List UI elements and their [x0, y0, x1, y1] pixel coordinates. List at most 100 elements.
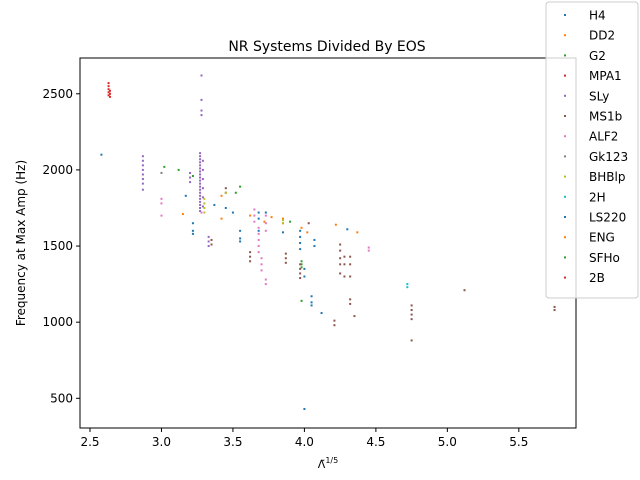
data-point — [141, 173, 144, 176]
data-point — [141, 182, 144, 185]
legend-label: DD2 — [589, 29, 615, 43]
data-point — [210, 243, 213, 246]
data-point — [107, 91, 110, 94]
legend-marker — [564, 74, 566, 77]
data-point — [356, 231, 359, 234]
data-point — [299, 267, 302, 270]
legend-item-Gk123: Gk123 — [564, 150, 628, 164]
data-point — [231, 211, 234, 214]
data-point — [260, 263, 263, 266]
data-point — [199, 164, 202, 167]
data-point — [310, 295, 313, 298]
legend-marker — [564, 216, 566, 218]
data-point — [289, 220, 292, 223]
legend-marker — [564, 256, 566, 259]
data-point — [253, 220, 256, 223]
legend-marker — [564, 135, 566, 138]
legend-item-BHBlp: BHBlp — [564, 170, 625, 184]
data-point — [201, 178, 204, 181]
data-point — [199, 194, 202, 197]
series-BHBlp — [203, 191, 284, 225]
data-point — [224, 191, 227, 194]
data-point — [181, 213, 184, 216]
data-point — [264, 211, 267, 214]
data-point — [299, 272, 302, 275]
data-point — [300, 266, 303, 269]
data-point — [249, 260, 252, 263]
data-point — [406, 283, 409, 286]
data-point — [107, 82, 110, 85]
legend-marker — [564, 195, 566, 198]
data-point — [199, 197, 202, 200]
data-point — [220, 217, 223, 220]
data-point — [353, 315, 356, 318]
data-point — [320, 312, 323, 315]
data-point — [281, 222, 284, 225]
data-point — [109, 92, 112, 95]
data-point — [201, 168, 204, 171]
series-2H — [406, 283, 409, 289]
x-axis-label-exponent: 1/5 — [325, 456, 338, 465]
data-point — [346, 228, 349, 231]
data-point — [239, 240, 242, 243]
data-point — [200, 211, 203, 214]
data-point — [200, 109, 203, 112]
data-point — [199, 170, 202, 173]
data-point — [299, 229, 302, 232]
data-point — [313, 238, 316, 241]
x-axis-label: Λ̃1/5 — [318, 456, 338, 471]
legend-label: 2H — [589, 190, 606, 204]
legend-label: Gk123 — [589, 150, 628, 164]
data-point — [257, 245, 260, 248]
series-MPA1 — [107, 82, 110, 97]
data-point — [199, 188, 202, 191]
data-point — [109, 95, 112, 98]
data-point — [199, 206, 202, 209]
legend-item-SFHo: SFHo — [564, 251, 620, 265]
data-point — [343, 255, 346, 258]
data-point — [191, 229, 194, 232]
data-point — [160, 197, 163, 200]
data-point — [199, 182, 202, 185]
data-point — [406, 286, 409, 289]
legend-label: LS220 — [589, 211, 626, 225]
data-point — [107, 85, 110, 88]
data-point — [367, 246, 370, 249]
data-point — [201, 159, 204, 162]
legend-item-ENG: ENG — [564, 231, 615, 245]
data-point — [191, 232, 194, 235]
data-point — [257, 232, 260, 235]
data-point — [264, 283, 267, 286]
points-layer — [100, 74, 556, 410]
data-point — [284, 257, 287, 260]
data-point — [100, 153, 103, 156]
y-tick-label: 500 — [50, 391, 73, 405]
data-point — [249, 214, 252, 217]
y-axis-label: Frequency at Max Amp (Hz) — [14, 160, 28, 326]
data-point — [349, 255, 352, 258]
data-point — [239, 229, 242, 232]
data-point — [343, 263, 346, 266]
data-point — [339, 249, 342, 252]
data-point — [199, 167, 202, 170]
data-point — [207, 235, 210, 238]
y-tick-label: 1500 — [42, 239, 73, 253]
data-point — [281, 231, 284, 234]
data-point — [257, 226, 260, 229]
data-point — [333, 319, 336, 322]
data-point — [200, 74, 203, 77]
legend-marker — [564, 155, 566, 158]
data-point — [109, 89, 112, 92]
data-point — [199, 161, 202, 164]
data-point — [200, 114, 203, 117]
data-point — [141, 188, 144, 191]
legend-item-H4: H4 — [564, 9, 606, 23]
data-point — [313, 245, 316, 248]
series-ALF2 — [160, 197, 370, 286]
data-point — [201, 196, 204, 199]
legend-label: H4 — [589, 9, 606, 23]
data-point — [349, 263, 352, 266]
data-point — [189, 171, 192, 174]
legend-label: G2 — [589, 49, 606, 63]
data-point — [410, 313, 413, 316]
